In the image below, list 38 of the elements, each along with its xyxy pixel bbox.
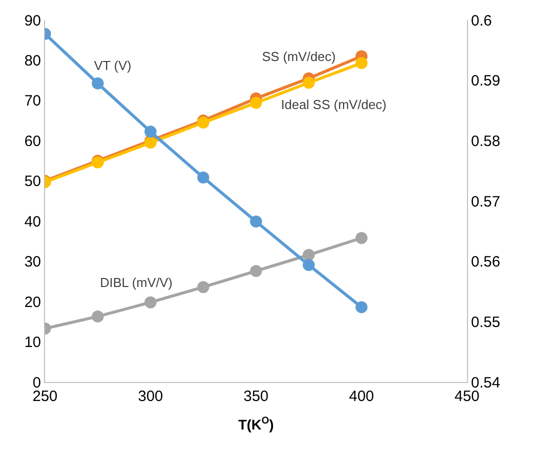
y2-tick-label: 0.55 <box>471 314 500 331</box>
point <box>144 296 156 308</box>
point <box>250 216 262 228</box>
point <box>356 57 368 70</box>
point <box>92 310 104 322</box>
series-label: VT (V) <box>94 58 132 73</box>
x-tick-label: 350 <box>243 388 269 405</box>
y2-tick-label: 0.58 <box>471 132 500 150</box>
series-label: SS (mV/dec) <box>262 49 336 64</box>
x-axis-title: T(K$^{O}$) <box>238 415 274 432</box>
series-label: DIBL (mV/V) <box>100 275 172 290</box>
point <box>144 126 156 138</box>
point <box>302 248 315 261</box>
x-tick-label: 300 <box>138 388 164 405</box>
point <box>197 281 210 294</box>
point <box>92 77 104 90</box>
y2-tick-label: 0.6 <box>471 12 492 30</box>
y-tick-label: 90 <box>24 12 41 30</box>
y-tick-label: 30 <box>24 254 41 271</box>
y-tick-label: 10 <box>24 334 41 352</box>
y-tick-label: 20 <box>24 294 41 311</box>
point <box>302 76 315 89</box>
point <box>356 301 368 314</box>
y2-tick-label: 0.56 <box>471 254 500 271</box>
point <box>302 258 315 271</box>
y2-tick-label: 0.57 <box>471 193 500 210</box>
y-tick-label: 50 <box>24 173 41 190</box>
y-tick-label: 70 <box>24 92 41 110</box>
point <box>356 232 368 244</box>
series-label: Ideal SS (mV/dec) <box>281 97 386 112</box>
y-tick-label: 60 <box>24 132 41 150</box>
y2-tick-label: 0.59 <box>471 72 500 90</box>
y-tick-label: 40 <box>24 213 41 230</box>
point <box>197 171 210 184</box>
point <box>250 96 262 109</box>
point <box>250 264 262 277</box>
y-tick-label: 80 <box>24 52 41 70</box>
x-tick-label: 400 <box>348 388 374 405</box>
